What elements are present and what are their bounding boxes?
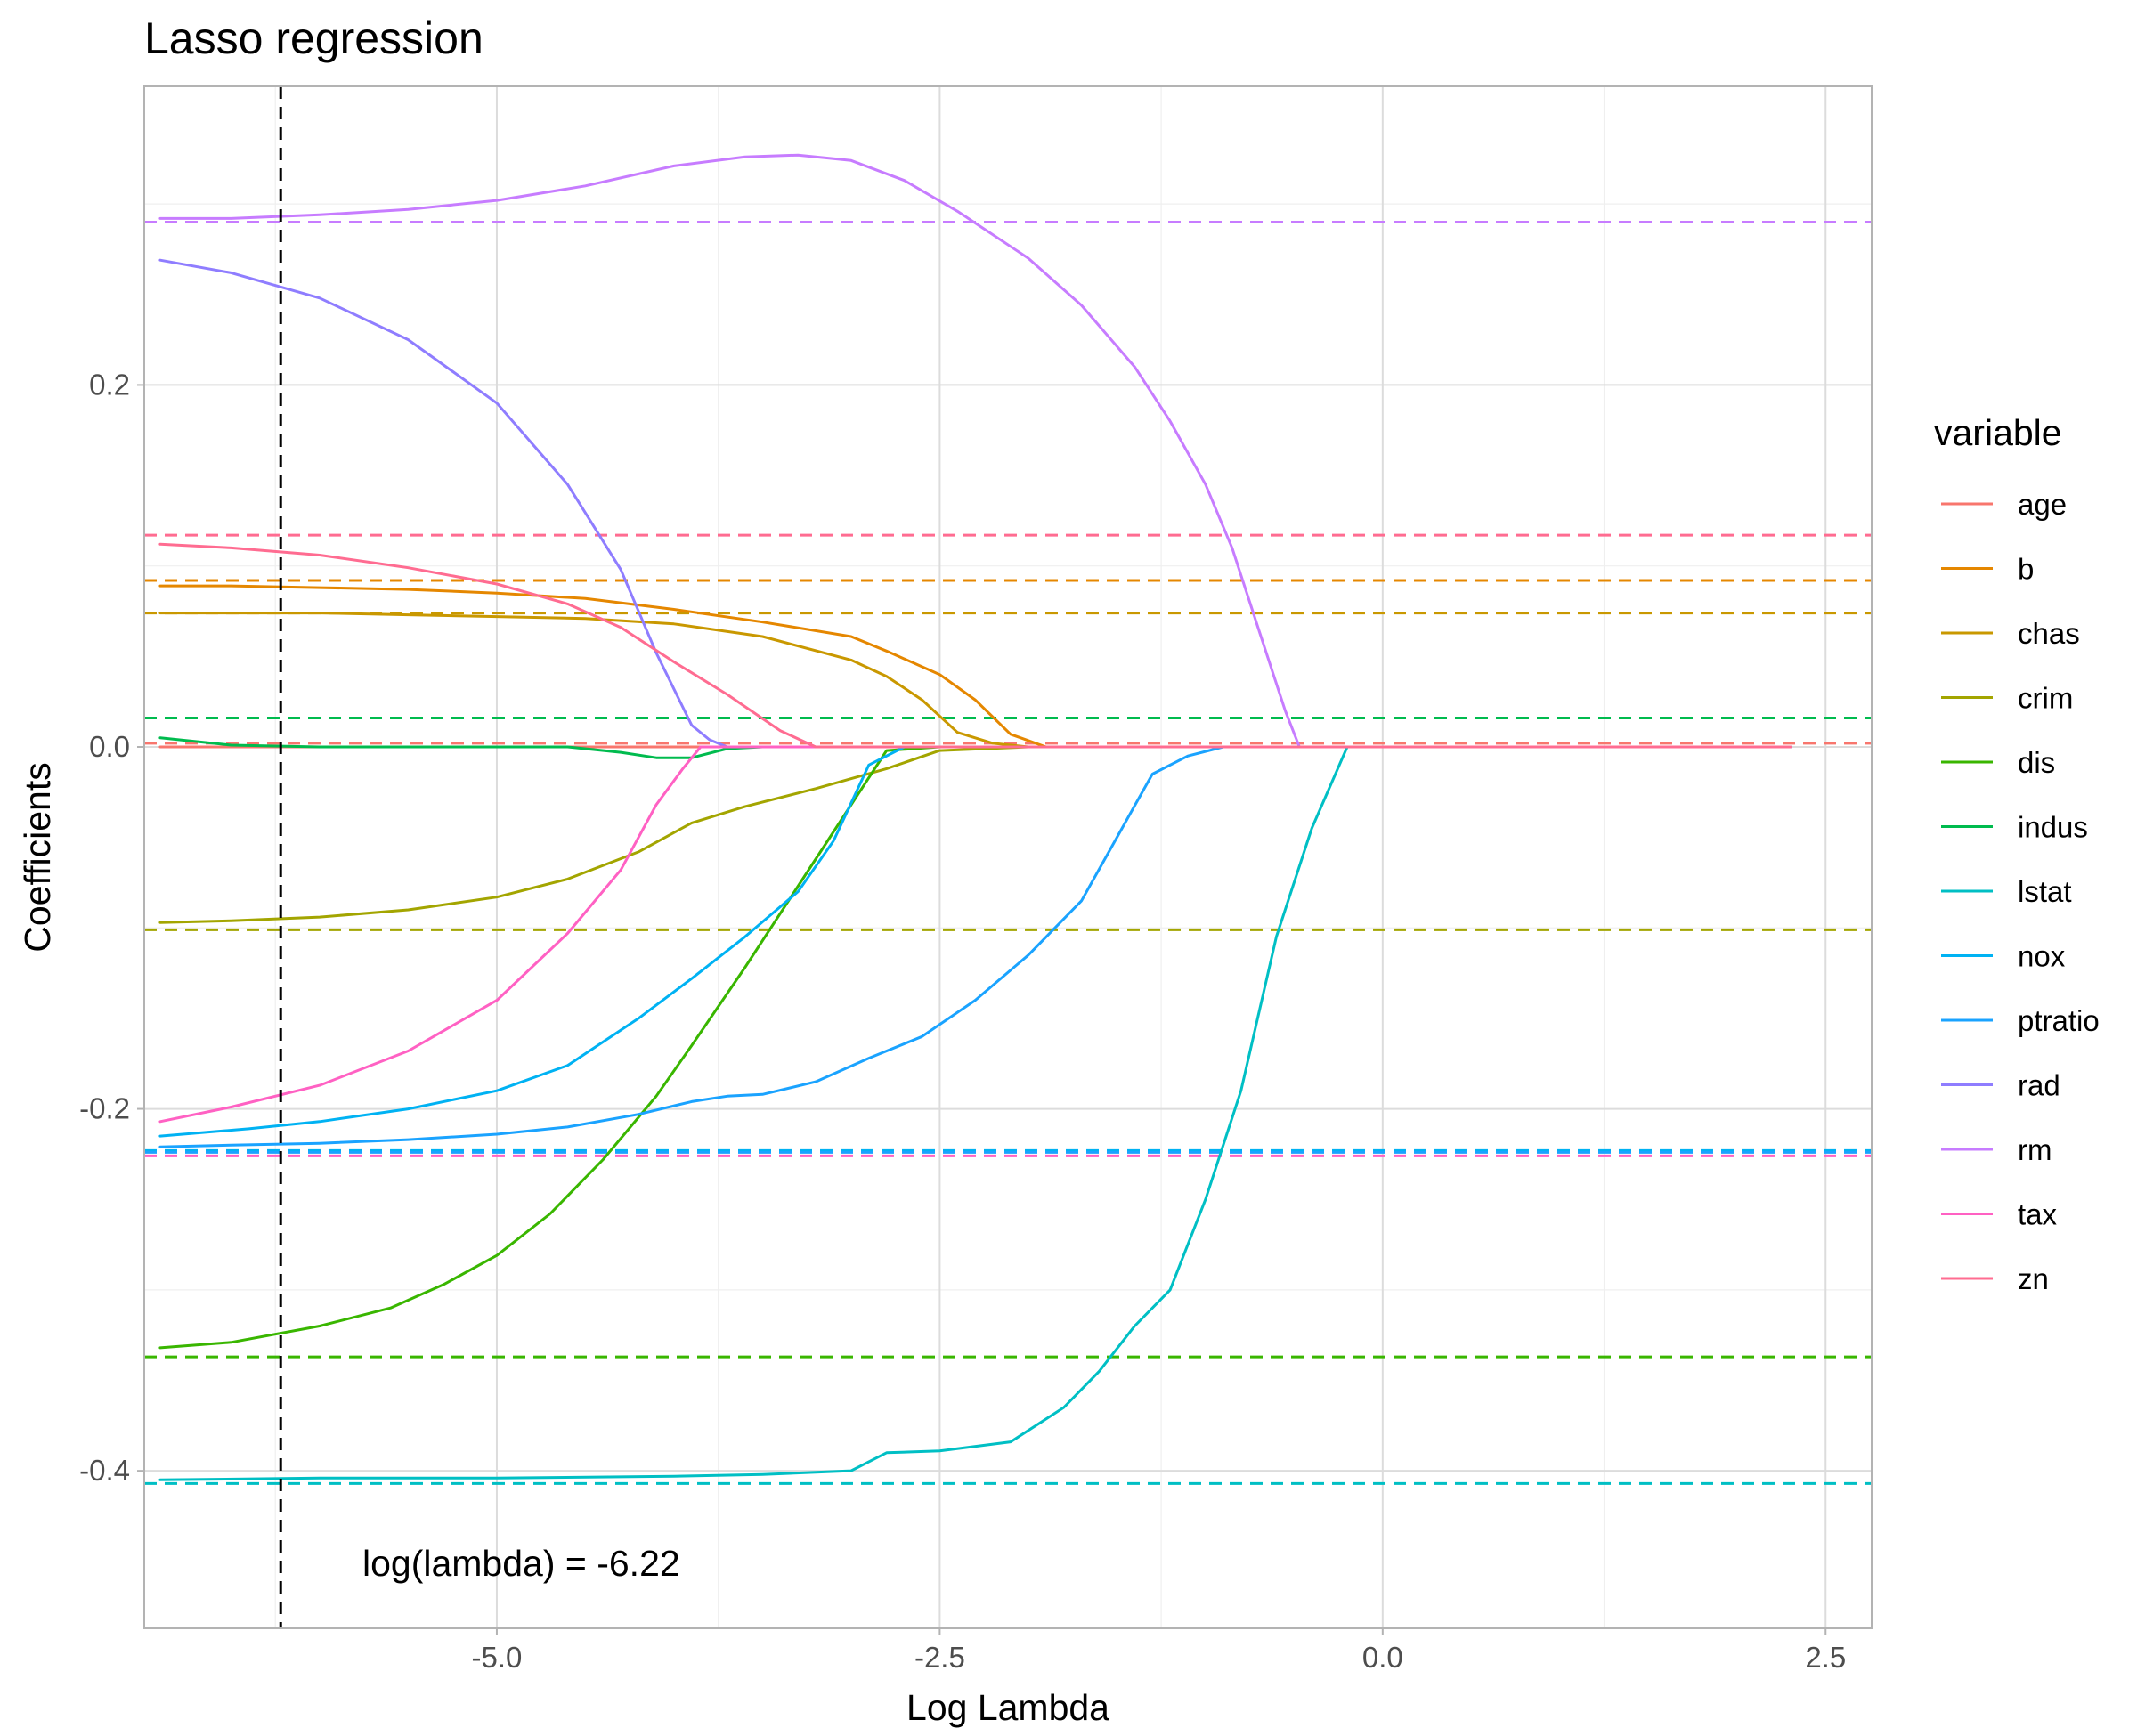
series-line-nox	[158, 745, 1792, 1138]
legend-label-b: b	[2018, 553, 2034, 586]
legend-label-rad: rad	[2018, 1069, 2060, 1102]
legend-item-zn: zn	[1941, 1262, 2049, 1295]
series-line-chas	[158, 612, 1792, 749]
series-line-lstat	[158, 745, 1792, 1481]
legend-label-ptratio: ptratio	[2018, 1004, 2100, 1037]
series-line-crim	[158, 745, 1792, 924]
x-axis-ticks: -5.0 -2.5 0.0 2.5	[472, 1628, 1846, 1674]
legend-label-chas: chas	[2018, 617, 2080, 650]
series-line-rad	[158, 258, 1792, 749]
legend-item-lstat: lstat	[1941, 875, 2072, 908]
legend-item-chas: chas	[1941, 617, 2080, 650]
legend-item-tax: tax	[1941, 1198, 2058, 1231]
series-line-dis	[158, 745, 1792, 1350]
plot-frame	[143, 85, 1873, 1629]
legend-item-nox: nox	[1941, 940, 2066, 973]
series-line-b	[158, 584, 1792, 749]
legend-label-zn: zn	[2018, 1262, 2049, 1295]
legend-label-age: age	[2018, 488, 2067, 521]
legend-item-indus: indus	[1941, 811, 2088, 844]
x-tick-label: -2.5	[914, 1641, 965, 1674]
legend-label-crim: crim	[2018, 682, 2073, 715]
legend-item-rad: rad	[1941, 1069, 2060, 1102]
grid	[144, 86, 1872, 1628]
x-tick-label: 2.5	[1805, 1641, 1846, 1674]
legend-item-ptratio: ptratio	[1941, 1004, 2100, 1037]
series-line-tax	[158, 745, 1792, 1124]
series-line-rm	[158, 153, 1792, 749]
y-tick-label: -0.4	[79, 1454, 130, 1487]
legend-item-rm: rm	[1941, 1133, 2052, 1166]
y-axis-ticks: -0.4 -0.2 0.0 0.2	[79, 368, 144, 1487]
legend-title: variable	[1934, 412, 2062, 453]
x-axis-title: Log Lambda	[906, 1687, 1109, 1728]
legend-item-age: age	[1941, 488, 2067, 521]
legend-label-lstat: lstat	[2018, 875, 2072, 908]
legend-item-crim: crim	[1941, 682, 2073, 715]
series-line-ptratio	[158, 745, 1792, 1148]
y-tick-label: 0.0	[89, 730, 130, 763]
legend: age b chas crim dis indus lstat nox ptratio rad rm…	[1941, 488, 2100, 1295]
series-line-indus	[158, 736, 1792, 759]
legend-item-b: b	[1941, 553, 2034, 586]
legend-item-dis: dis	[1941, 746, 2055, 779]
legend-label-tax: tax	[2018, 1198, 2058, 1231]
reference-lines	[144, 220, 1872, 1485]
legend-label-nox: nox	[2018, 940, 2066, 973]
series-lines	[158, 153, 1792, 1481]
y-tick-label: 0.2	[89, 368, 130, 401]
series-line-zn	[158, 542, 1792, 749]
x-tick-label: -5.0	[472, 1641, 523, 1674]
lambda-annotation: log(lambda) = -6.22	[362, 1543, 680, 1584]
legend-label-rm: rm	[2018, 1133, 2052, 1166]
chart-title: Lasso regression	[144, 13, 483, 63]
legend-label-dis: dis	[2018, 746, 2055, 779]
y-tick-label: -0.2	[79, 1092, 130, 1125]
y-axis-title: Coefficients	[17, 762, 58, 952]
legend-label-indus: indus	[2018, 811, 2088, 844]
x-tick-label: 0.0	[1362, 1641, 1403, 1674]
